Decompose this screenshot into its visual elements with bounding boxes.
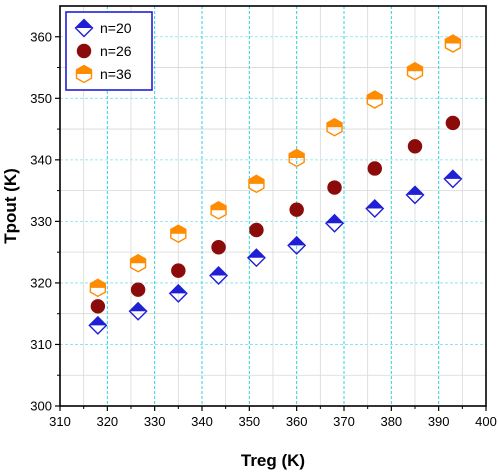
y-tick-label: 320 [30,275,52,290]
data-point-n-36 [129,253,147,273]
x-tick-label: 380 [380,414,402,429]
data-point-n-26 [327,180,342,195]
x-tick-label: 370 [333,414,355,429]
data-point-n-26 [249,222,264,238]
data-point-n-36 [406,61,424,81]
data-point-n-36 [248,174,265,194]
data-point-n-36 [288,148,305,168]
data-point-n-36 [444,34,462,53]
axis-ticks: 310 320 330 340 350 360 370 380 390 4003003103203… [30,29,497,429]
data-point-n-20 [246,248,266,268]
legend-label: n=36 [100,66,132,82]
y-tick-label: 310 [30,337,52,352]
legend-label: n=26 [100,43,132,59]
data-point-n-26 [130,282,146,297]
data-point-n-20 [443,169,463,189]
y-axis-title: Tpout (K) [1,168,20,244]
data-point-n-26 [407,139,423,154]
data-point-n-26 [211,240,226,255]
legend-marker [75,64,93,84]
x-tick-label: 310 [49,414,71,429]
data-point-n-26 [367,161,382,176]
data-point-n-36 [326,117,343,137]
data-point-n-36 [366,90,383,109]
data-point-n-36 [170,224,187,243]
legend: n=20 n=26 n=36 [65,11,153,91]
x-tick-label: 400 [475,414,497,429]
y-tick-label: 360 [30,29,52,44]
x-tick-label: 320 [96,414,118,429]
x-tick-label: 330 [144,414,166,429]
data-point-n-20 [209,266,229,286]
legend-marker [76,43,92,59]
data-points [88,34,463,335]
data-point-n-20 [405,185,425,205]
x-tick-label: 360 [286,414,308,429]
x-tick-label: 340 [191,414,213,429]
y-tick-label: 350 [30,91,52,106]
data-point-n-26 [171,263,186,278]
x-tick-label: 390 [428,414,450,429]
x-axis-title: Treg (K) [241,451,305,470]
data-point-n-36 [210,201,227,220]
legend-marker [74,18,94,38]
data-point-n-26 [90,299,106,314]
y-tick-label: 300 [30,399,52,414]
data-point-n-20 [325,213,345,233]
data-point-n-26 [289,202,304,217]
legend-label: n=20 [100,20,132,36]
data-point-n-20 [128,301,148,321]
data-point-n-20 [168,283,188,303]
y-tick-label: 340 [30,152,52,167]
data-point-n-20 [365,198,385,218]
y-tick-label: 330 [30,214,52,229]
data-point-n-20 [287,235,307,255]
data-point-n-26 [445,115,461,131]
data-point-n-36 [89,278,107,298]
x-tick-label: 350 [238,414,260,429]
data-point-n-20 [88,315,108,335]
